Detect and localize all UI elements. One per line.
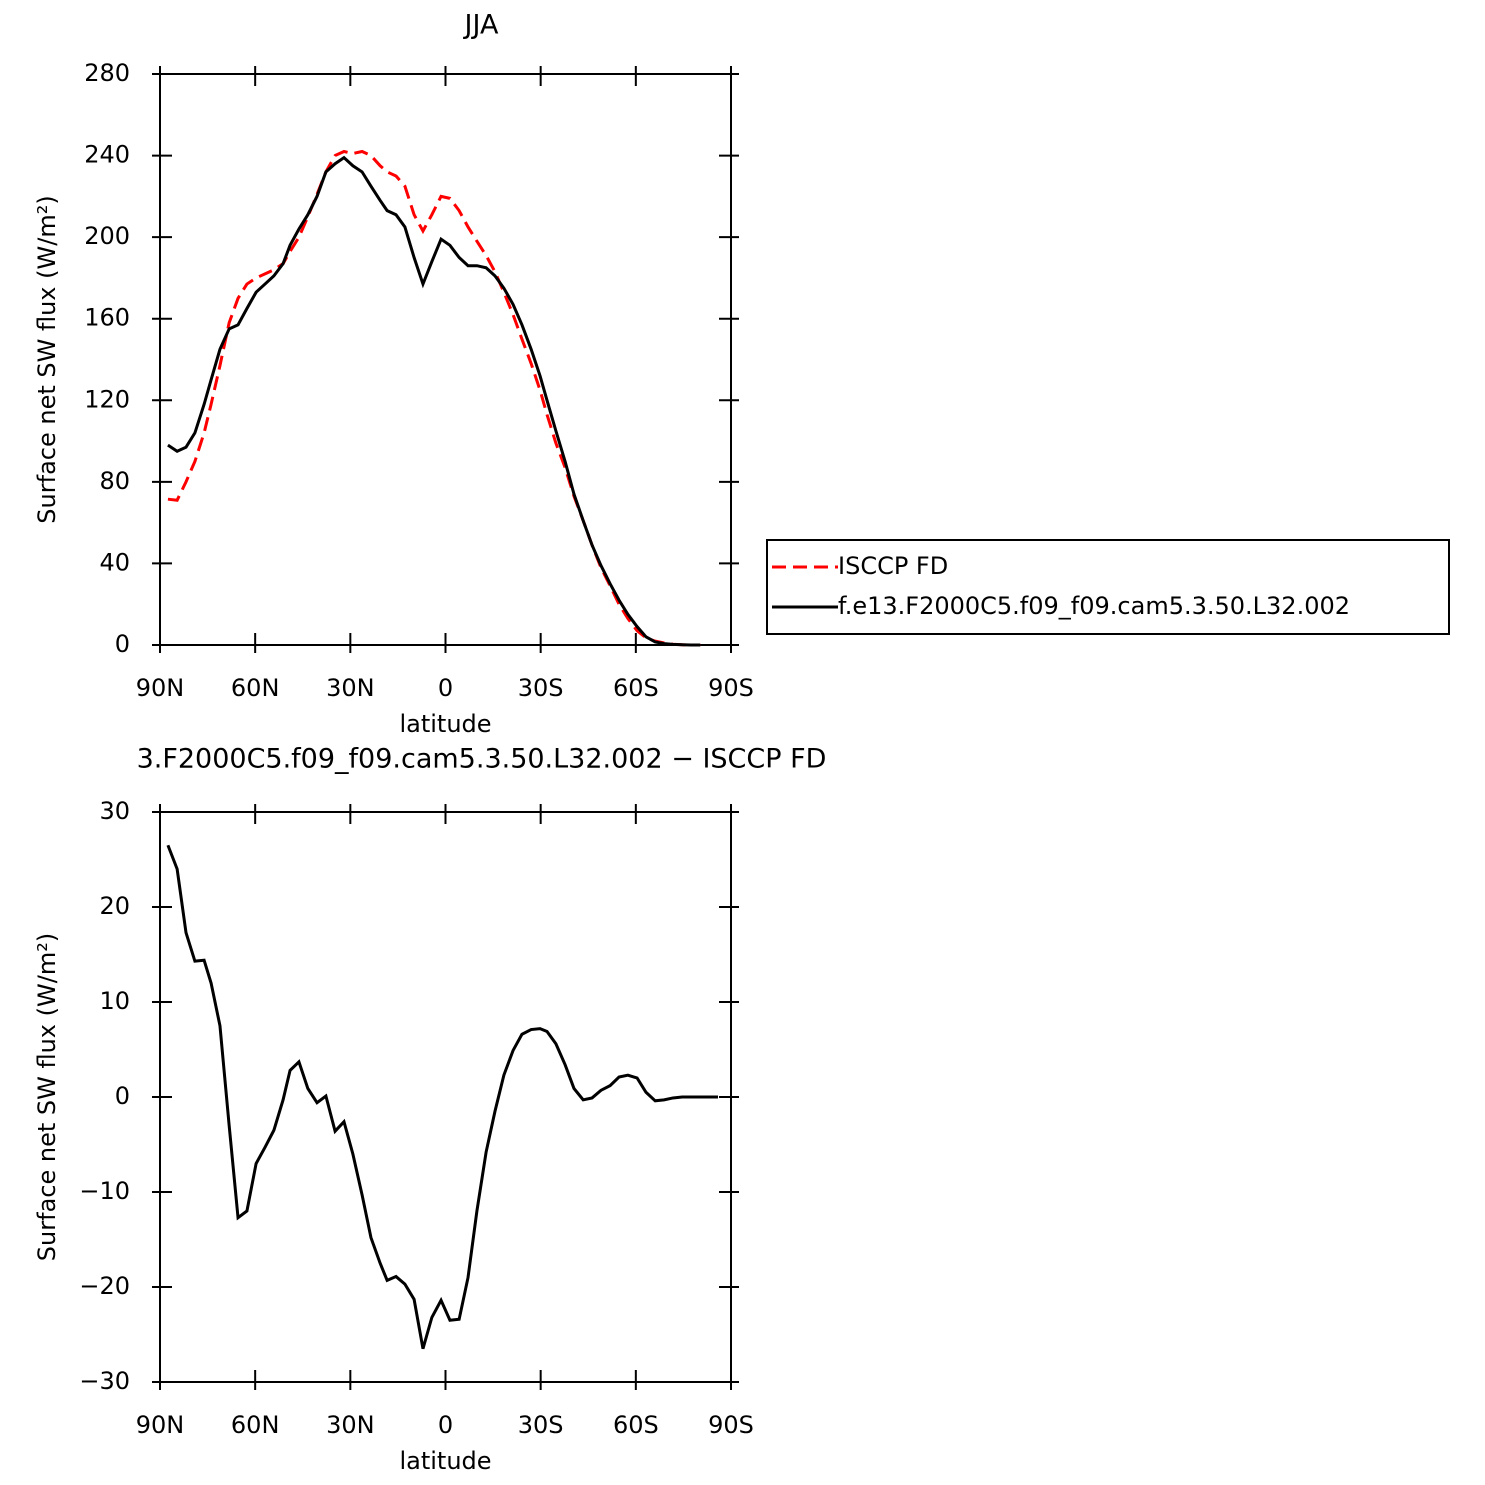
plot-frame xyxy=(159,73,732,646)
x-tick-label: 90S xyxy=(708,1411,754,1439)
x-tick-label: 30S xyxy=(518,674,564,702)
x-tick-label: 90S xyxy=(708,674,754,702)
data-line xyxy=(167,149,701,647)
x-tick-label: 30N xyxy=(326,1411,375,1439)
y-tick-label: −10 xyxy=(79,1177,130,1205)
x-tick-label: 90N xyxy=(136,674,185,702)
y-tick-label: 240 xyxy=(84,141,130,169)
x-axis-label: latitude xyxy=(399,710,491,738)
x-tick-label: 60N xyxy=(231,674,280,702)
y-tick-label: 40 xyxy=(99,548,130,576)
x-tick-label: 60S xyxy=(613,1411,659,1439)
plot-frame xyxy=(159,811,732,1383)
x-tick-label: 60S xyxy=(613,674,659,702)
y-tick-label: 0 xyxy=(115,630,130,658)
x-tick-label: 0 xyxy=(438,1411,453,1439)
legend-label: f.e13.F2000C5.f09_f09.cam5.3.50.L32.002 xyxy=(838,592,1350,620)
chart-title: JJA xyxy=(463,10,499,41)
y-axis-label: Surface net SW flux (W/m²) xyxy=(33,933,61,1261)
data-line xyxy=(166,844,718,1350)
y-tick-label: 0 xyxy=(115,1082,130,1110)
x-tick-label: 60N xyxy=(231,1411,280,1439)
y-axis-label: Surface net SW flux (W/m²) xyxy=(33,195,61,523)
x-tick-label: 0 xyxy=(438,674,453,702)
legend: ISCCP FD f.e13.F2000C5.f09_f09.cam5.3.50.… xyxy=(766,539,1450,635)
y-tick-label: −20 xyxy=(79,1272,130,1300)
x-tick-label: 30S xyxy=(518,1411,564,1439)
y-tick-label: 80 xyxy=(99,467,130,495)
x-tick-label: 90N xyxy=(136,1411,185,1439)
data-line xyxy=(167,155,701,647)
chart-title: 3.F2000C5.f09_f09.cam5.3.50.L32.002 − IS… xyxy=(137,744,827,775)
y-tick-label: 20 xyxy=(99,892,130,920)
y-tick-label: 120 xyxy=(84,385,130,413)
y-tick-label: 30 xyxy=(99,797,130,825)
legend-label: ISCCP FD xyxy=(838,552,948,580)
x-tick-label: 30N xyxy=(326,674,375,702)
y-tick-label: 10 xyxy=(99,987,130,1015)
y-tick-label: −30 xyxy=(79,1367,130,1395)
x-axis-label: latitude xyxy=(399,1447,491,1475)
y-tick-label: 200 xyxy=(84,222,130,250)
y-tick-label: 160 xyxy=(84,304,130,332)
y-tick-label: 280 xyxy=(84,59,130,87)
legend-box xyxy=(766,539,1450,635)
